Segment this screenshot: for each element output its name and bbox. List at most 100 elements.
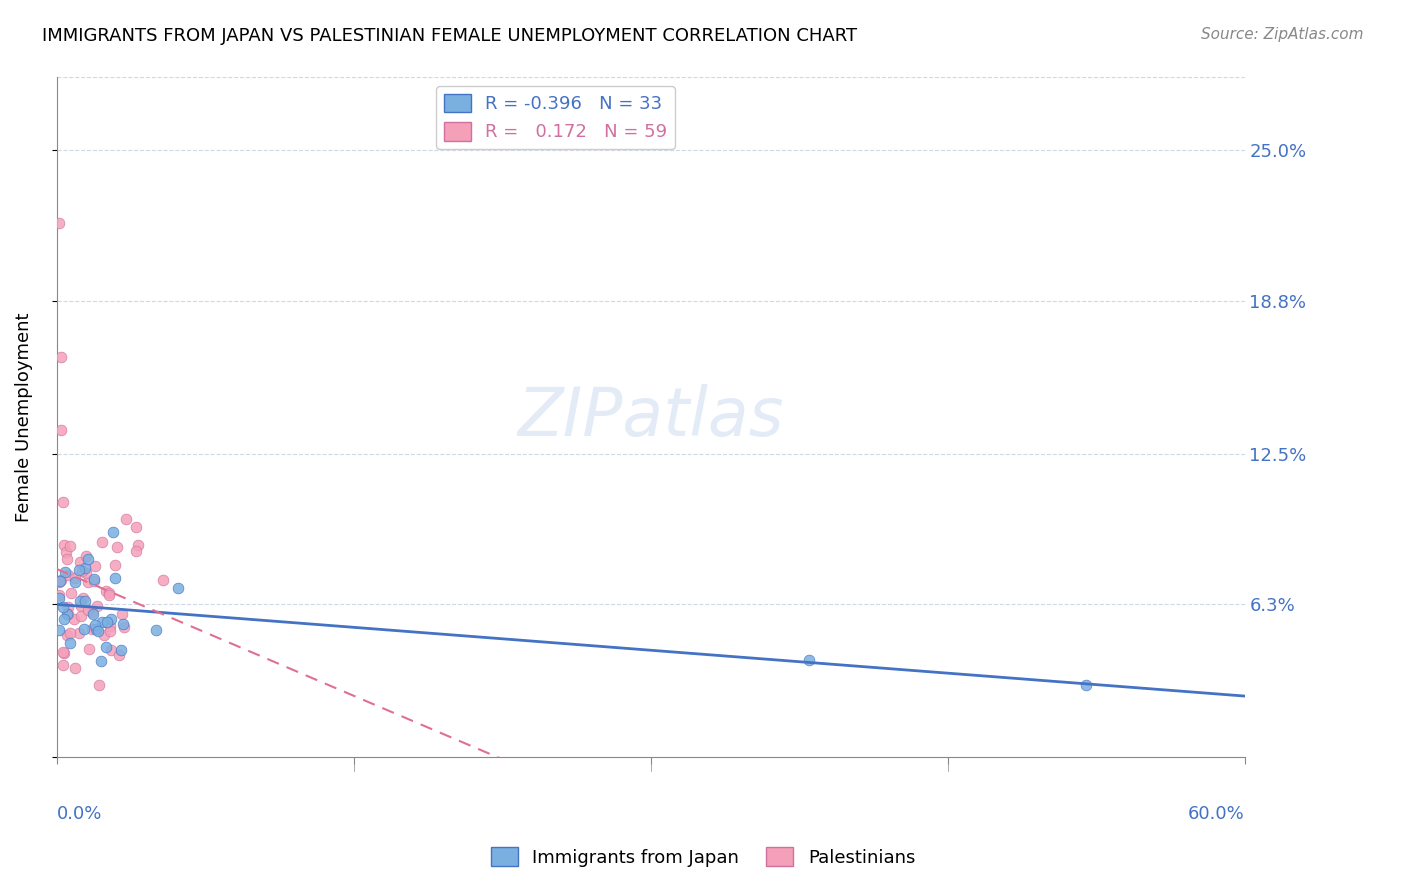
Text: IMMIGRANTS FROM JAPAN VS PALESTINIAN FEMALE UNEMPLOYMENT CORRELATION CHART: IMMIGRANTS FROM JAPAN VS PALESTINIAN FEM… (42, 27, 858, 45)
Point (83, 559, 105, 574)
Point (108, 648, 131, 662)
Point (125, 544, 148, 558)
Point (59, 626, 82, 640)
Point (90, 655, 112, 669)
Point (55, 544, 77, 558)
Point (98, 588, 121, 602)
Point (100, 612, 122, 626)
Point (125, 519, 148, 533)
Point (90, 535, 112, 549)
Point (53, 565, 76, 579)
Point (62, 612, 84, 626)
Point (69, 599, 91, 614)
Point (87, 624, 110, 638)
Point (65, 571, 87, 585)
Point (73, 622, 96, 636)
Y-axis label: Female Unemployment: Female Unemployment (15, 313, 32, 522)
Point (96, 640, 118, 654)
Point (91, 615, 114, 630)
Point (52, 646, 75, 660)
Point (69, 555, 91, 569)
Point (56, 628, 79, 642)
Point (56, 607, 79, 621)
Point (115, 512, 138, 526)
Point (105, 540, 128, 554)
Point (98, 624, 121, 638)
Point (96, 615, 118, 629)
Point (167, 581, 190, 595)
Point (56, 552, 79, 566)
Point (86, 599, 108, 613)
Point (49, 574, 72, 588)
Point (76, 551, 98, 566)
Point (86, 622, 108, 636)
Point (59, 539, 82, 553)
Point (1076, 677, 1098, 691)
Point (56, 568, 79, 582)
Point (73, 560, 96, 574)
Point (48, 588, 70, 602)
Point (83, 572, 105, 586)
Point (48, 216, 70, 230)
Point (63, 574, 86, 589)
Point (48, 623, 70, 637)
Point (77, 642, 100, 657)
Point (100, 643, 122, 657)
Point (797, 653, 820, 667)
Point (52, 599, 75, 614)
Point (53, 538, 76, 552)
Point (127, 538, 149, 552)
Text: 60.0%: 60.0% (1188, 805, 1244, 823)
Point (63, 661, 86, 675)
Point (104, 571, 127, 585)
Point (83, 617, 105, 632)
Point (55, 607, 77, 621)
Point (67, 563, 90, 577)
Text: Source: ZipAtlas.com: Source: ZipAtlas.com (1201, 27, 1364, 42)
Point (51, 495, 73, 509)
Point (82, 607, 104, 622)
Point (48, 574, 70, 589)
Point (52, 658, 75, 673)
Legend: R = -0.396   N = 33, R =   0.172   N = 59: R = -0.396 N = 33, R = 0.172 N = 59 (436, 87, 675, 149)
Text: 0.0%: 0.0% (56, 805, 103, 823)
Point (83, 574, 105, 588)
Point (69, 594, 91, 608)
Point (67, 626, 90, 640)
Point (82, 622, 104, 636)
Point (52, 612, 75, 626)
Point (49, 423, 72, 437)
Point (77, 574, 100, 589)
Point (145, 624, 167, 638)
Point (96, 583, 118, 598)
Point (56, 599, 79, 614)
Point (70, 564, 93, 578)
Point (98, 586, 121, 600)
Point (48, 574, 70, 589)
Point (70, 608, 93, 623)
Point (104, 558, 127, 572)
Point (93, 628, 115, 642)
Point (87, 677, 110, 691)
Point (111, 607, 134, 622)
Legend: Immigrants from Japan, Palestinians: Immigrants from Japan, Palestinians (484, 840, 922, 874)
Point (59, 636, 82, 650)
Point (48, 591, 70, 606)
Point (110, 643, 132, 657)
Point (98, 619, 121, 633)
Point (76, 603, 98, 617)
Point (80, 605, 103, 619)
Text: ZIPatlas: ZIPatlas (517, 384, 783, 450)
Point (49, 350, 72, 364)
Point (75, 566, 97, 580)
Point (75, 594, 97, 608)
Point (52, 645, 75, 659)
Point (111, 617, 134, 632)
Point (103, 524, 125, 539)
Point (59, 586, 82, 600)
Point (49, 573, 72, 587)
Point (72, 591, 94, 605)
Point (75, 549, 97, 563)
Point (112, 619, 135, 633)
Point (152, 573, 174, 587)
